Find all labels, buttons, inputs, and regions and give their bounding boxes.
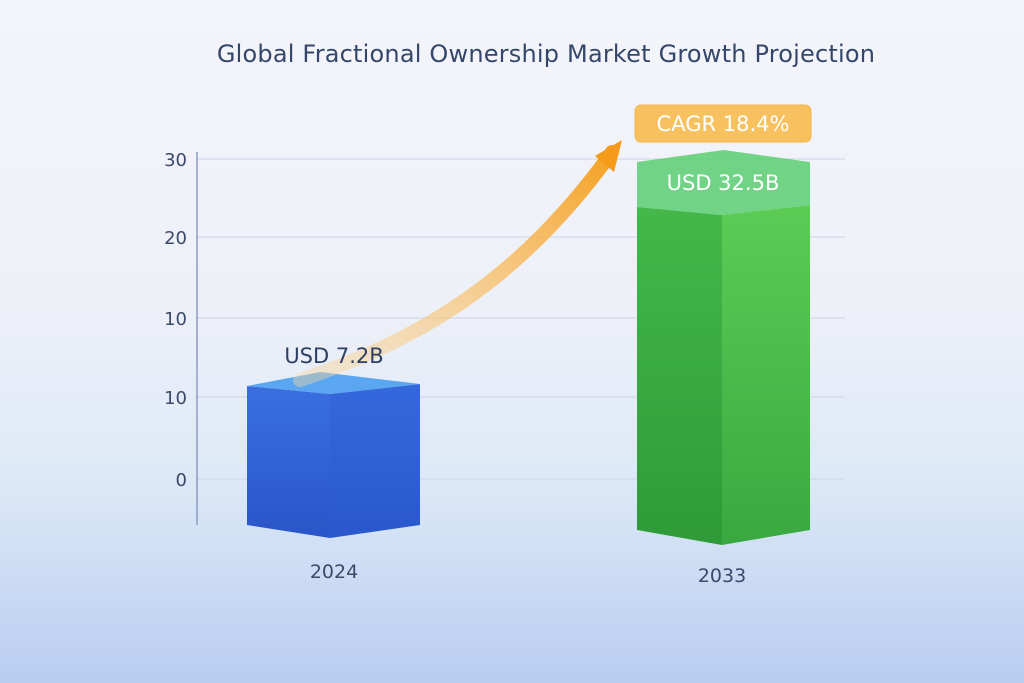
x-tick-label: 2033	[698, 565, 746, 587]
y-tick-label: 10	[164, 388, 187, 409]
bar-top-face	[247, 372, 420, 394]
bar-2033	[637, 150, 810, 545]
y-tick-label: 30	[164, 150, 187, 171]
bar-side-face	[330, 384, 420, 538]
chart-title: Global Fractional Ownership Market Growt…	[216, 40, 876, 68]
x-tick-label: 2024	[310, 561, 358, 583]
y-tick-label: 0	[176, 470, 187, 491]
data-label: USD 7.2B	[284, 344, 383, 368]
cagr-annotation: CAGR 18.4%	[634, 104, 812, 143]
bar-2024	[247, 372, 420, 538]
cagr-label: CAGR 18.4%	[657, 112, 790, 136]
growth-arrow	[293, 145, 619, 387]
bar-top-band	[637, 150, 810, 215]
y-tick-label: 10	[164, 309, 187, 330]
bar-front-face	[247, 386, 330, 538]
bar-side-face	[722, 205, 810, 545]
arrow-head-icon	[595, 140, 622, 172]
y-tick-label: 20	[164, 228, 187, 249]
data-label: USD 32.5B	[667, 171, 780, 195]
bar-front-face	[637, 207, 722, 545]
